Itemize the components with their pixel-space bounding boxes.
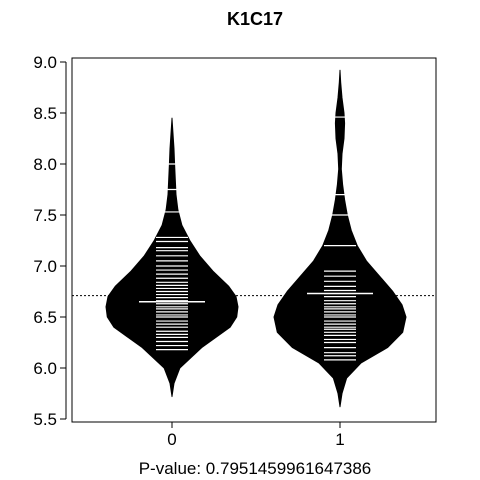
x-tick-label: 1	[335, 430, 344, 449]
bean-group-layer	[72, 69, 436, 408]
bean-0	[105, 117, 239, 398]
y-tick-label: 5.5	[33, 410, 57, 429]
bean-1	[273, 69, 407, 408]
y-tick-label: 7.0	[33, 257, 57, 276]
plot-frame	[71, 57, 437, 423]
y-tick-label: 7.5	[33, 206, 57, 225]
bean-shape	[273, 69, 407, 408]
y-tick-label: 8.0	[33, 155, 57, 174]
bean-shape	[105, 117, 239, 398]
y-tick-label: 8.5	[33, 104, 57, 123]
x-tick-label: 0	[167, 430, 176, 449]
x-axis-label: P-value: 0.7951459961647386	[139, 459, 372, 478]
y-tick-label: 9.0	[33, 53, 57, 72]
chart-title: K1C17	[227, 9, 283, 29]
y-tick-label: 6.5	[33, 308, 57, 327]
y-axis: 5.5 6.0 6.5 7.0 7.5 8.0 8.5 9.0	[33, 53, 67, 429]
y-tick-label: 6.0	[33, 359, 57, 378]
